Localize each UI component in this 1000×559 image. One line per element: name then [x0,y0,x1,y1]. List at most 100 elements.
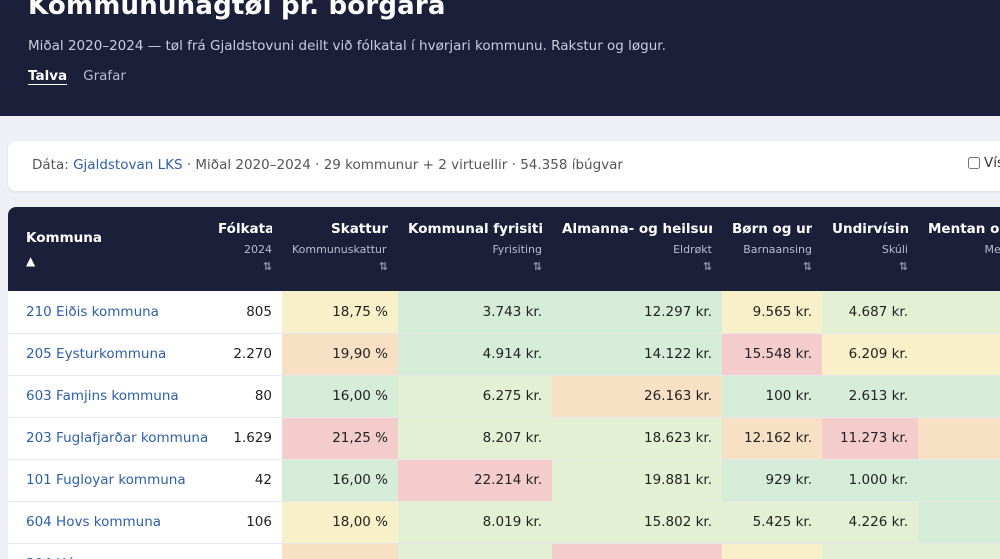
table-cell: 18.623 kr. [552,417,722,460]
table-cell: 5.4 [918,333,1000,376]
table-cell [722,543,822,559]
show-checkbox[interactable] [968,157,980,169]
table-cell: 15.548 kr. [722,333,822,376]
table-cell: 12.297 kr. [552,291,722,334]
tab-talva[interactable]: Talva [28,68,68,84]
table-header-row: Kommuna ▲ Fólkatal 2024 ⇅ Skattur Kommun… [8,207,1000,291]
data-source-prefix: Dáta: [32,157,74,173]
table-cell [398,543,552,559]
table-cell: 8.207 kr. [398,417,552,460]
municipality-link[interactable]: 304 Hús [26,556,82,559]
data-info-bar: Dáta: Gjaldstovan LKS · Miðal 2020–2024 … [8,141,1000,191]
table-cell: 1.3 [918,501,1000,544]
sort-icon[interactable]: ⇅ [532,260,542,273]
table-row: 210 Eiðis kommuna 805 18,75 % 3.743 kr. 12.2… [8,291,1000,334]
table-cell: 4.687 kr. [822,291,918,334]
sort-icon[interactable]: ⇅ [802,260,812,273]
table-cell: 16,00 % [282,459,398,502]
page-title: Kommunuhagtøl pr. borgara [28,0,446,21]
data-table-container[interactable]: Kommuna ▲ Fólkatal 2024 ⇅ Skattur Kommun… [8,207,1000,559]
table-row: 603 Famjins kommuna 80 16,00 % 6.275 kr. 26.… [8,375,1000,418]
table-cell: 100 kr. [722,375,822,418]
column-header-folkatal[interactable]: Fólkatal 2024 ⇅ [208,207,282,291]
table-cell: 1.3 [918,375,1000,418]
table-cell [208,543,282,559]
table-cell: 2.613 kr. [822,375,918,418]
table-cell: 80 [208,375,282,418]
municipality-link[interactable]: 205 Eysturkommuna [26,346,167,362]
table-body: 210 Eiðis kommuna 805 18,75 % 3.743 kr. 12.2… [8,291,1000,559]
table-cell [552,543,722,559]
municipality-link[interactable]: 210 Eiðis kommuna [26,303,159,320]
table-cell: 5.425 kr. [722,501,822,544]
table-row: 101 Fugloyar kommuna 42 16,00 % 22.214 kr. 1… [8,459,1000,502]
sort-icon[interactable]: ⇅ [262,260,272,273]
column-header-kommuna[interactable]: Kommuna ▲ [8,207,208,291]
municipality-link[interactable]: 603 Famjins kommuna [26,388,179,404]
sort-asc-icon[interactable]: ▲ [26,254,36,268]
table-cell: 4.914 kr. [398,333,552,376]
table-cell [918,543,1000,559]
view-tabs: Talva Grafar [28,68,126,84]
table-cell: 4.226 kr. [822,501,918,544]
municipality-cell: 210 Eiðis kommuna [8,291,208,334]
tab-grafar[interactable]: Grafar [83,68,126,84]
municipality-cell: 203 Fuglafjarðar kommuna [8,417,208,460]
table-cell: 11.273 kr. [822,417,918,460]
table-cell: 14.122 kr. [552,333,722,376]
data-source-details: · Miðal 2020–2024 · 29 kommunur + 2 virt… [182,157,623,173]
table-cell: 5.1 [918,291,1000,334]
municipality-link[interactable]: 604 Hovs kommuna [26,514,162,530]
column-header-skattur[interactable]: Skattur Kommunuskattur % ⇅ [282,207,398,291]
municipality-link[interactable]: 203 Fuglafjarðar kommuna [26,430,208,446]
table-cell: 6.8 [918,417,1000,460]
table-cell: 805 [208,291,282,334]
municipality-cell: 603 Famjins kommuna [8,375,208,418]
page-header: Kommunuhagtøl pr. borgara Miðal 2020–202… [0,0,1000,116]
table-cell: 3.743 kr. [398,291,552,334]
municipality-cell: 304 Hús [8,543,208,559]
show-toggle-label: Vís [984,155,1000,171]
table-cell: 22.214 kr. [398,459,552,502]
table-cell: 1.629 [208,417,282,460]
column-header-fyrisiting[interactable]: Kommunal fyrisiting Fyrisiting ⇅ [398,207,552,291]
table-cell: 42 [208,459,282,502]
table-cell: 2.270 [208,333,282,376]
municipality-cell: 604 Hovs kommuna [8,501,208,544]
table-row: 304 Hús [8,543,1000,559]
table-row: 604 Hovs kommuna 106 18,00 % 8.019 kr. 15.80… [8,501,1000,544]
column-header-born[interactable]: Børn og ung Barnaansing ⇅ [722,207,822,291]
table-cell: 19,90 % [282,333,398,376]
data-source-link[interactable]: Gjaldstovan LKS [73,157,183,173]
column-header-undirvising[interactable]: Undirvísing Skúli ⇅ [822,207,918,291]
table-cell: 16,00 % [282,375,398,418]
table-cell: 9.565 kr. [722,291,822,334]
sort-icon[interactable]: ⇅ [898,260,908,273]
column-header-almanna[interactable]: Almanna- og heilsumál Eldrøkt ⇅ [552,207,722,291]
table-cell: 15.802 kr. [552,501,722,544]
show-toggle[interactable]: Vís [968,155,1000,171]
table-cell: 929 kr. [722,459,822,502]
table-cell: 8.019 kr. [398,501,552,544]
municipality-cell: 101 Fugloyar kommuna [8,459,208,502]
data-source-line: Dáta: Gjaldstovan LKS · Miðal 2020–2024 … [32,157,623,173]
municipality-link[interactable]: 101 Fugloyar kommuna [26,472,186,488]
table-cell: 19.881 kr. [552,459,722,502]
table-cell: 12.162 kr. [722,417,822,460]
column-header-mentan[interactable]: Mentan og Mentan o [918,207,1000,291]
table-cell: 18,75 % [282,291,398,334]
municipality-cell: 205 Eysturkommuna [8,333,208,376]
table-cell [282,543,398,559]
table-row: 203 Fuglafjarðar kommuna 1.629 21,25 % 8.20… [8,417,1000,460]
sort-icon[interactable]: ⇅ [702,260,712,273]
table-row: 205 Eysturkommuna 2.270 19,90 % 4.914 kr. 14… [8,333,1000,376]
municipality-table: Kommuna ▲ Fólkatal 2024 ⇅ Skattur Kommun… [8,207,1000,559]
page-subtitle: Miðal 2020–2024 — tøl frá Gjaldstovuni d… [28,38,666,54]
table-cell: 6.209 kr. [822,333,918,376]
sort-icon[interactable]: ⇅ [378,260,388,273]
table-cell: 26.163 kr. [552,375,722,418]
table-cell: 18,00 % [282,501,398,544]
table-cell: 1.000 kr. [822,459,918,502]
table-cell [822,543,918,559]
table-cell: 6.275 kr. [398,375,552,418]
